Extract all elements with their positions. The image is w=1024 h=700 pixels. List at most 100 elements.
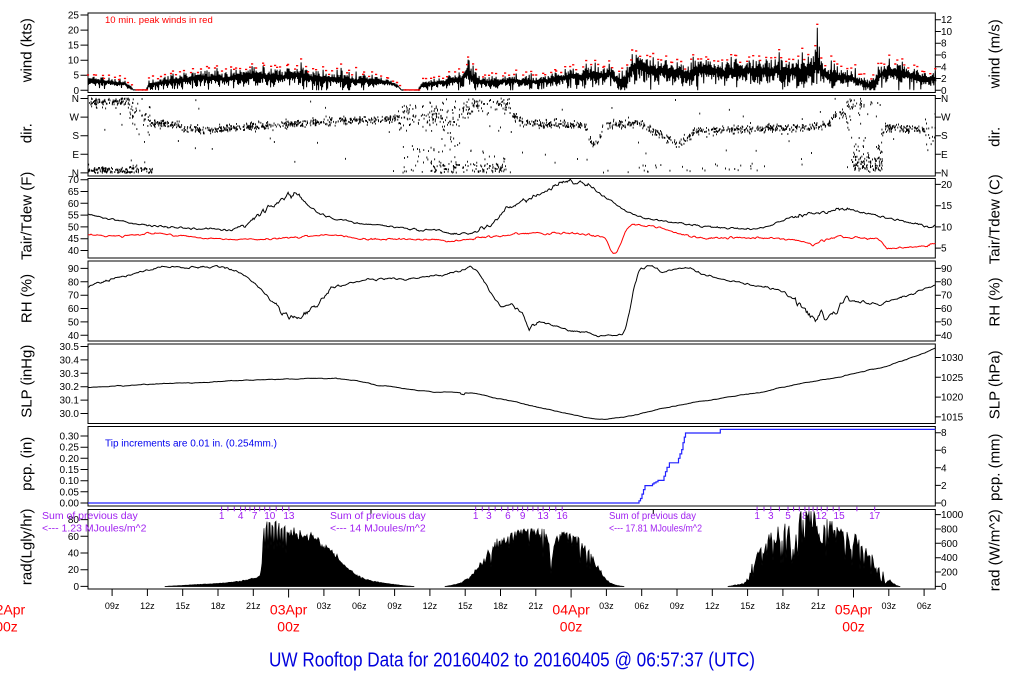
svg-text:0: 0 [941, 499, 947, 510]
svg-text:5: 5 [941, 244, 947, 255]
svg-text:rad (W/m^2): rad (W/m^2) [987, 509, 1004, 591]
svg-text:16: 16 [557, 511, 569, 522]
svg-text:02Apr: 02Apr [0, 601, 26, 617]
svg-text:5: 5 [73, 71, 79, 82]
svg-text:4: 4 [941, 62, 947, 73]
svg-text:0.20: 0.20 [60, 454, 80, 465]
svg-text:6: 6 [941, 51, 947, 62]
svg-text:1000: 1000 [941, 510, 964, 521]
svg-text:N: N [72, 94, 79, 105]
svg-text:70: 70 [68, 291, 80, 302]
svg-text:S: S [941, 131, 948, 142]
svg-text:0.15: 0.15 [60, 465, 80, 476]
svg-text:S: S [72, 131, 79, 142]
svg-text:1030: 1030 [941, 353, 964, 364]
svg-text:00z: 00z [277, 619, 300, 635]
svg-text:20: 20 [68, 565, 80, 576]
svg-text:3: 3 [486, 511, 492, 522]
svg-text:90: 90 [941, 264, 953, 275]
svg-text:09z: 09z [387, 601, 402, 611]
svg-text:4: 4 [941, 463, 947, 474]
svg-text:00z: 00z [0, 619, 18, 635]
svg-text:60: 60 [68, 304, 80, 315]
svg-text:90: 90 [68, 264, 80, 275]
svg-text:40: 40 [68, 331, 80, 342]
svg-text:10: 10 [941, 222, 953, 233]
svg-text:5: 5 [785, 511, 791, 522]
svg-text:65: 65 [68, 187, 80, 198]
svg-text:0: 0 [941, 86, 947, 97]
svg-text:06z: 06z [634, 601, 649, 611]
svg-text:2: 2 [941, 481, 947, 492]
svg-text:RH (%): RH (%) [987, 277, 1004, 326]
svg-text:SLP (inHg): SLP (inHg) [19, 345, 36, 418]
svg-text:0.05: 0.05 [60, 487, 80, 498]
svg-text:12z: 12z [705, 601, 720, 611]
svg-text:Sum of previous day: Sum of previous day [609, 510, 697, 522]
svg-text:800: 800 [941, 525, 958, 536]
svg-text:03z: 03z [317, 601, 332, 611]
svg-text:03z: 03z [882, 601, 897, 611]
svg-text:06z: 06z [917, 601, 932, 611]
svg-text:40: 40 [941, 331, 953, 342]
svg-text:18z: 18z [493, 601, 508, 611]
svg-text:15z: 15z [175, 601, 190, 611]
svg-text:pcp. (mm): pcp. (mm) [987, 433, 1004, 501]
svg-text:1: 1 [473, 511, 479, 522]
svg-text:1025: 1025 [941, 373, 964, 384]
svg-text:pcp. (in): pcp. (in) [18, 437, 35, 491]
svg-text:0: 0 [73, 582, 79, 593]
svg-text:400: 400 [941, 553, 958, 564]
svg-text:2: 2 [941, 74, 947, 85]
svg-text:9: 9 [520, 511, 526, 522]
svg-text:09z: 09z [105, 601, 120, 611]
svg-text:80: 80 [68, 277, 80, 288]
svg-text:600: 600 [941, 539, 958, 550]
svg-text:03z: 03z [599, 601, 614, 611]
svg-text:06z: 06z [352, 601, 367, 611]
svg-text:0.10: 0.10 [60, 476, 80, 487]
svg-text:7: 7 [252, 511, 258, 522]
svg-text:13: 13 [283, 511, 295, 522]
svg-text:17: 17 [869, 511, 881, 522]
svg-text:80: 80 [68, 515, 80, 526]
svg-text:50: 50 [68, 317, 80, 328]
svg-text:60: 60 [941, 304, 953, 315]
svg-text:50: 50 [68, 222, 80, 233]
svg-text:10: 10 [941, 27, 953, 38]
svg-text:30.4: 30.4 [60, 355, 80, 366]
svg-text:15z: 15z [458, 601, 473, 611]
svg-text:N: N [941, 94, 948, 105]
svg-text:dir.: dir. [986, 127, 1003, 147]
svg-text:1: 1 [219, 511, 225, 522]
svg-text:rad(Lgly/hr): rad(Lgly/hr) [18, 508, 35, 585]
svg-text:40: 40 [68, 246, 80, 257]
svg-text:N: N [72, 168, 79, 179]
svg-text:<--- 1.23 MJoules/m^2: <--- 1.23 MJoules/m^2 [42, 522, 147, 534]
svg-text:8: 8 [802, 511, 808, 522]
svg-text:RH (%): RH (%) [19, 274, 36, 323]
svg-text:30.1: 30.1 [60, 396, 80, 407]
svg-text:04Apr: 04Apr [552, 601, 590, 617]
svg-text:6: 6 [941, 446, 947, 457]
svg-text:10: 10 [68, 56, 80, 67]
svg-text:21z: 21z [246, 601, 261, 611]
svg-text:dir.: dir. [19, 123, 36, 143]
svg-text:E: E [72, 150, 79, 161]
svg-text:60: 60 [68, 532, 80, 543]
svg-text:45: 45 [68, 234, 80, 245]
svg-text:18z: 18z [211, 601, 226, 611]
svg-text:15: 15 [941, 201, 953, 212]
svg-text:Sum of previous day: Sum of previous day [42, 510, 138, 522]
svg-text:W: W [70, 113, 80, 124]
svg-text:0.30: 0.30 [60, 432, 80, 443]
svg-text:09z: 09z [670, 601, 685, 611]
svg-text:55: 55 [68, 211, 80, 222]
svg-text:30.2: 30.2 [60, 382, 80, 393]
svg-text:50: 50 [941, 317, 953, 328]
svg-text:60: 60 [68, 199, 80, 210]
svg-text:Sum of previous day: Sum of previous day [330, 510, 426, 522]
svg-text:20: 20 [941, 180, 953, 191]
svg-text:UW Rooftop Data for 20160402: UW Rooftop Data for 20160402 to 20160405… [269, 650, 755, 672]
svg-text:Tair/Tdew (C): Tair/Tdew (C) [987, 174, 1004, 264]
